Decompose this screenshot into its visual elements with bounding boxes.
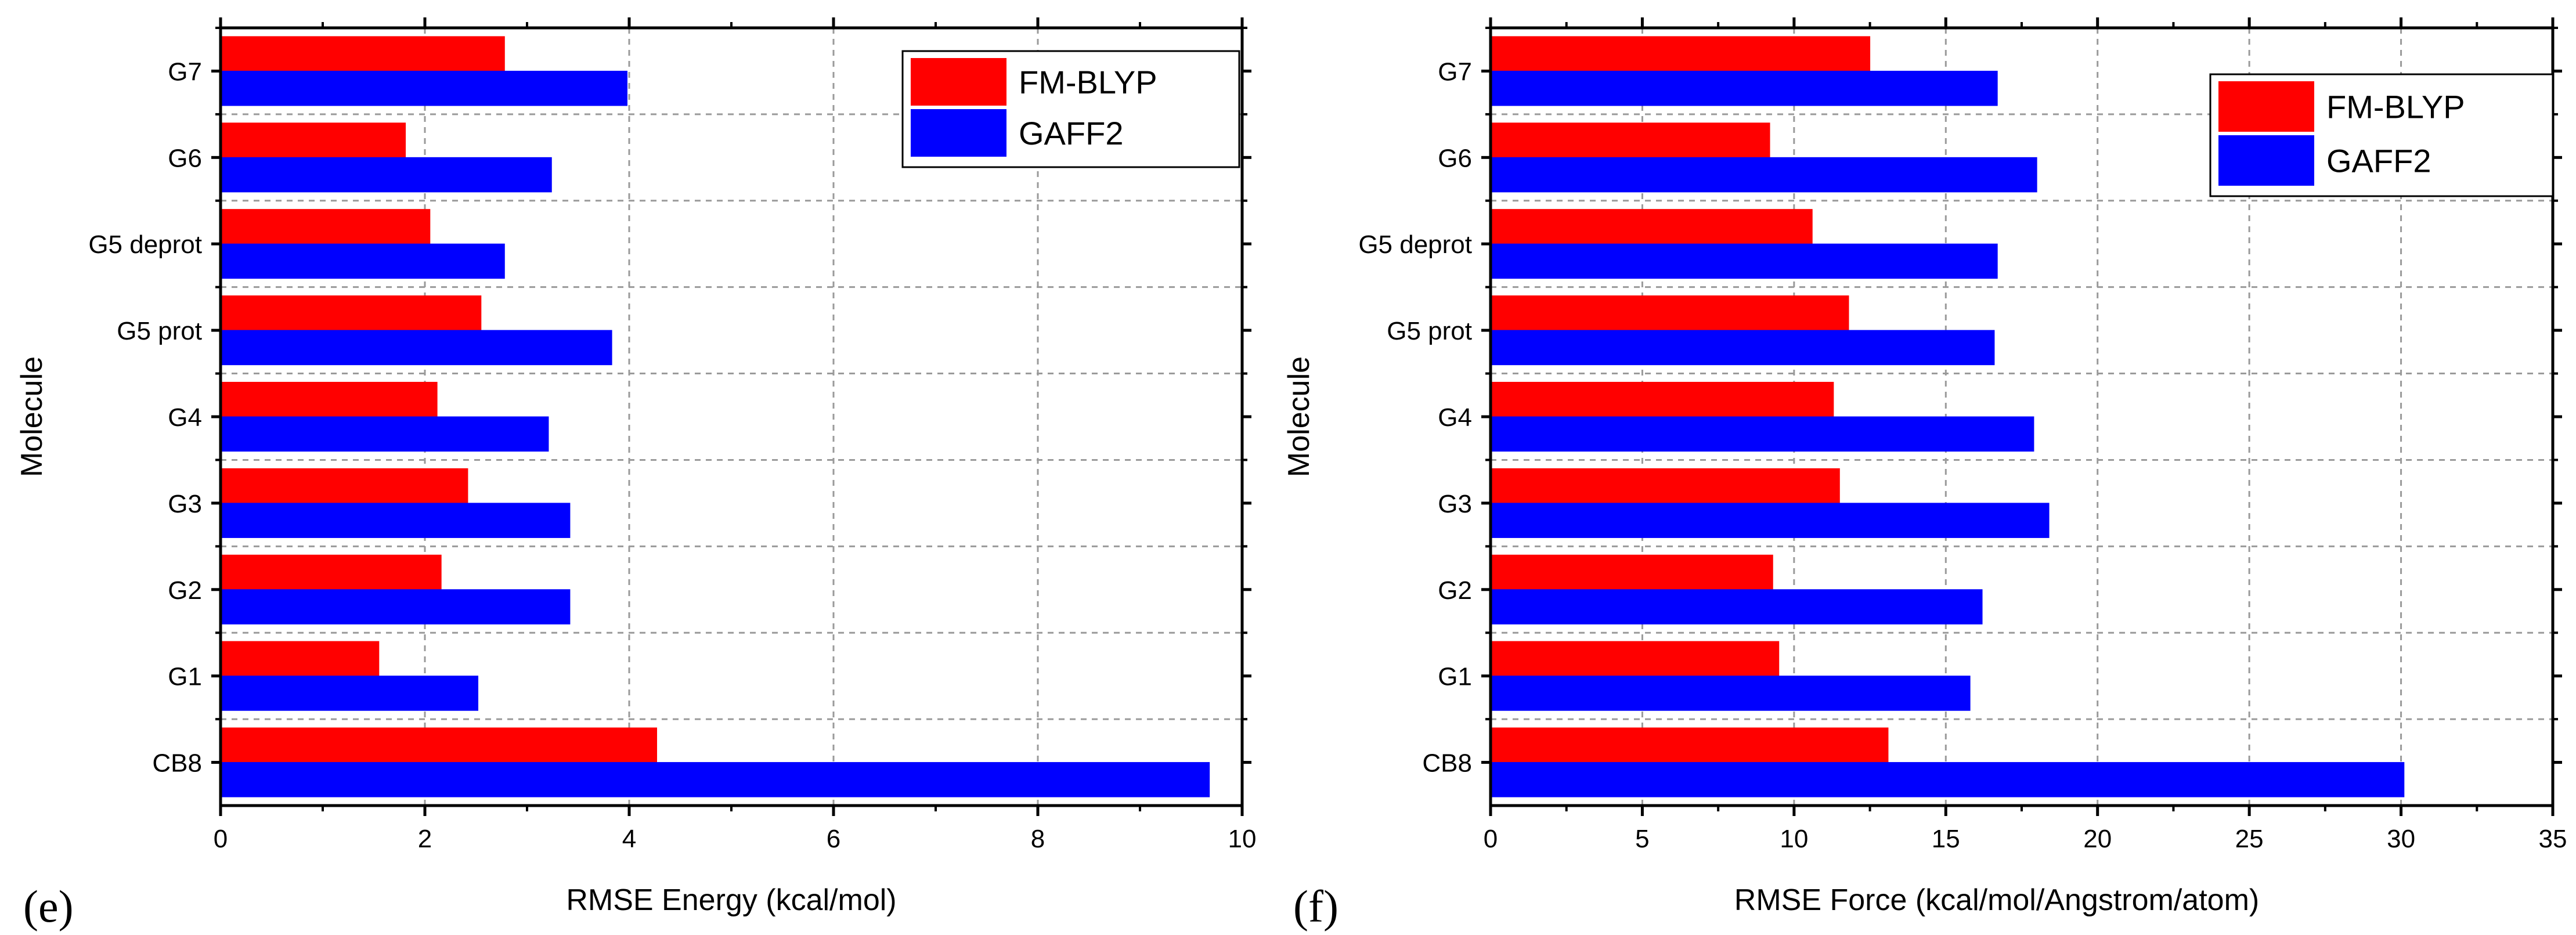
bar-fm-blyp-g5-deprot: [220, 209, 431, 244]
y-tick-label: G6: [1438, 144, 1472, 172]
bar-gaff2-g3: [1490, 503, 2050, 538]
bar-gaff2-g7: [1490, 70, 1998, 106]
bar-gaff2-g1: [1490, 676, 1971, 711]
bar-fm-blyp-g3: [1490, 468, 1840, 504]
bar-gaff2-g3: [220, 503, 571, 538]
bar-gaff2-cb8: [220, 762, 1210, 797]
bar-fm-blyp-cb8: [1490, 727, 1889, 763]
x-tick-label: 4: [622, 825, 636, 853]
bar-fm-blyp-cb8: [220, 727, 658, 763]
bar-fm-blyp-g1: [1490, 641, 1780, 677]
x-tick-label: 0: [1484, 825, 1498, 853]
x-tick-label: 8: [1031, 825, 1045, 853]
plot-frame: [1489, 26, 2555, 807]
y-tick-label: CB8: [152, 749, 202, 778]
y-tick-label: G5 prot: [1387, 317, 1472, 345]
bar-gaff2-cb8: [1490, 762, 2405, 797]
x-tick-label: 20: [2083, 825, 2112, 853]
bar-gaff2-g2: [220, 589, 571, 624]
x-axis-title: RMSE Force (kcal/mol/Angstrom/atom): [1734, 883, 2259, 917]
bar-gaff2-g5-prot: [220, 330, 612, 366]
y-tick-label: G5 deprot: [1358, 230, 1472, 259]
x-tick-label: 10: [1780, 825, 1808, 853]
legend-swatch-gaff2: [911, 109, 1006, 157]
y-tick-label: G1: [168, 663, 202, 691]
bar-fm-blyp-g5-prot: [1490, 295, 1849, 331]
bar-fm-blyp-g2: [1490, 554, 1773, 590]
legend-label: GAFF2: [1019, 115, 1123, 151]
bar-fm-blyp-g6: [220, 122, 406, 158]
y-tick-label: G2: [1438, 576, 1472, 605]
y-tick-label: G7: [168, 57, 202, 86]
chart-panel-2: CB8 G1 G2 G3 G4 G5 prot G5 deprot G6 G7 0 5 10 15 20 2…: [1282, 17, 2567, 932]
x-tick-label: 15: [1932, 825, 1960, 853]
y-tick-label: G5 prot: [117, 317, 202, 345]
legend-label: FM-BLYP: [2326, 89, 2465, 125]
bar-gaff2-g4: [220, 416, 549, 452]
bar-fm-blyp-g6: [1490, 122, 1770, 158]
bar-gaff2-g7: [220, 70, 627, 106]
bar-gaff2-g5-deprot: [1490, 243, 1998, 279]
y-tick-label: G3: [1438, 490, 1472, 518]
legend: FM-BLYP GAFF2: [901, 50, 1240, 168]
panel-label: (e): [23, 881, 74, 932]
bar-gaff2-g5-deprot: [220, 243, 505, 279]
bar-fm-blyp-g4: [220, 381, 438, 417]
y-tick-label: G3: [168, 490, 202, 518]
bar-fm-blyp-g3: [220, 468, 468, 504]
x-tick-label: 30: [2387, 825, 2415, 853]
bar-gaff2-g2: [1490, 589, 1983, 624]
y-tick-label: G4: [168, 403, 202, 432]
legend: FM-BLYP GAFF2: [2209, 73, 2554, 197]
legend-label: GAFF2: [2326, 143, 2431, 179]
x-tick-label: 35: [2539, 825, 2567, 853]
y-tick-label: G4: [1438, 403, 1472, 432]
x-tick-label: 10: [1228, 825, 1257, 853]
x-tick-label: 2: [418, 825, 432, 853]
bar-fm-blyp-g7: [220, 36, 505, 71]
bar-fm-blyp-g5-deprot: [1490, 209, 1813, 244]
y-tick-label: G7: [1438, 57, 1472, 86]
bar-gaff2-g5-prot: [1490, 330, 1995, 366]
bar-fm-blyp-g5-prot: [220, 295, 482, 331]
y-axis-title: Molecule: [1282, 356, 1316, 477]
bar-gaff2-g4: [1490, 416, 2034, 452]
bar-gaff2-g6: [1490, 157, 2037, 193]
bar-fm-blyp-g2: [220, 554, 442, 590]
x-axis-title: RMSE Energy (kcal/mol): [566, 883, 896, 917]
x-tick-label: 0: [214, 825, 228, 853]
legend-swatch-fm-blyp: [911, 58, 1006, 106]
x-tick-label: 25: [2235, 825, 2264, 853]
bar-gaff2-g6: [220, 157, 552, 193]
plot-frame: [219, 26, 1244, 807]
bar-gaff2-g1: [220, 676, 479, 711]
y-tick-label: G5 deprot: [88, 230, 202, 259]
bar-fm-blyp-g1: [220, 641, 380, 677]
y-tick-label: CB8: [1422, 749, 1472, 778]
bar-fm-blyp-g7: [1490, 36, 1871, 71]
legend-swatch-gaff2: [2218, 135, 2314, 186]
x-tick-label: 6: [827, 825, 840, 853]
y-axis-title: Molecule: [15, 356, 49, 477]
chart-panel-1: CB8 G1 G2 G3 G4 G5 prot G5 deprot G6 G7 0 2 4 6 8 10 RM…: [15, 17, 1256, 932]
y-tick-label: G1: [1438, 663, 1472, 691]
bar-fm-blyp-g4: [1490, 381, 1834, 417]
y-tick-label: G6: [168, 144, 202, 172]
y-tick-label: G2: [168, 576, 202, 605]
legend-swatch-fm-blyp: [2218, 81, 2314, 132]
panel-label: (f): [1293, 881, 1338, 932]
x-tick-label: 5: [1635, 825, 1649, 853]
legend-label: FM-BLYP: [1019, 64, 1157, 100]
